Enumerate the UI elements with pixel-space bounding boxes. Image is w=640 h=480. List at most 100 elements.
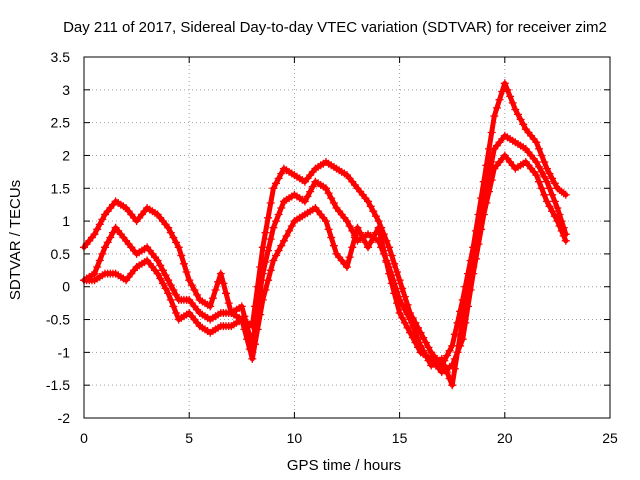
data-point-marker: [237, 315, 246, 324]
data-point-marker: [545, 184, 554, 193]
data-point-marker: [348, 243, 357, 252]
data-point-marker: [324, 189, 333, 198]
data-point-marker: [303, 192, 312, 201]
data-point-marker: [542, 164, 551, 173]
data-point-marker: [172, 309, 181, 317]
data-point-marker: [187, 281, 196, 290]
data-point-marker: [251, 340, 259, 349]
data-point-marker: [185, 276, 194, 285]
data-point-marker: [358, 233, 367, 242]
data-point-marker: [261, 258, 270, 267]
data-point-marker: [390, 289, 399, 298]
x-tick-label: 0: [80, 430, 88, 446]
x-tick-label: 10: [287, 430, 303, 446]
plot-frame: [83, 56, 611, 419]
data-point-marker: [93, 225, 102, 234]
data-point-marker: [256, 310, 265, 319]
data-point-marker: [258, 295, 267, 304]
data-point-marker: [253, 325, 262, 334]
data-point-marker: [537, 151, 546, 160]
data-point-marker: [371, 228, 380, 237]
data-point-marker: [272, 179, 280, 188]
y-tick-label: 0.5: [51, 246, 71, 262]
data-point-marker: [240, 325, 249, 334]
data-point-marker: [490, 112, 499, 121]
data-point-marker: [395, 276, 404, 285]
data-point-marker: [458, 335, 467, 344]
data-point-marker: [208, 294, 217, 303]
data-point-marker: [343, 263, 351, 271]
series-track-c: [80, 151, 570, 377]
data-point-marker: [393, 299, 401, 308]
data-point-marker: [498, 87, 507, 96]
data-point-marker: [190, 286, 199, 294]
y-tick-label: 0: [62, 279, 70, 295]
data-point-marker: [535, 162, 543, 171]
data-point-marker: [266, 199, 275, 207]
data-point-marker: [548, 174, 557, 183]
data-point-marker: [487, 158, 496, 166]
data-point-marker: [511, 105, 520, 114]
data-point-marker: [550, 212, 559, 221]
data-point-marker: [469, 269, 478, 278]
data-point-marker: [329, 241, 338, 250]
data-point-marker: [98, 215, 107, 224]
data-point-marker: [216, 269, 225, 278]
data-point-marker: [169, 233, 178, 242]
data-point-marker: [169, 286, 178, 294]
data-point-marker: [366, 202, 375, 211]
data-point-marker: [400, 292, 409, 301]
data-point-marker: [264, 213, 273, 222]
data-point-marker: [206, 302, 215, 311]
data-point-marker: [166, 228, 175, 237]
data-point-marker: [553, 217, 562, 226]
data-point-marker: [174, 243, 183, 252]
data-point-marker: [285, 226, 294, 235]
data-point-marker: [482, 199, 491, 207]
data-point-marker: [282, 231, 291, 240]
data-point-marker: [414, 343, 422, 352]
data-point-marker: [403, 323, 412, 332]
data-point-marker: [108, 228, 117, 237]
data-point-marker: [424, 343, 433, 352]
data-point-marker: [445, 346, 454, 355]
data-point-marker: [385, 243, 394, 252]
data-point-marker: [222, 289, 230, 298]
data-point-marker: [277, 241, 286, 250]
data-point-marker: [461, 318, 470, 327]
data-point-marker: [550, 179, 559, 188]
data-point-marker: [487, 128, 496, 137]
data-point-marker: [406, 328, 415, 337]
data-point-marker: [211, 286, 220, 294]
data-point-marker: [508, 98, 517, 107]
data-point-marker: [350, 233, 359, 242]
data-point-marker: [421, 338, 430, 347]
data-point-marker: [156, 274, 165, 283]
data-point-marker: [258, 243, 267, 252]
data-point-marker: [485, 187, 493, 196]
data-point-marker: [93, 263, 102, 271]
data-point-marker: [169, 302, 178, 311]
data-point-marker: [258, 269, 267, 278]
y-tick-label: 1: [62, 213, 70, 229]
data-point-marker: [371, 212, 380, 221]
data-point-marker: [471, 254, 480, 263]
data-point-marker: [495, 95, 504, 104]
data-point-marker: [153, 269, 162, 278]
y-tick-label: -1.5: [46, 377, 70, 393]
data-point-marker: [448, 381, 457, 390]
data-point-marker: [561, 190, 570, 199]
data-point-marker: [456, 341, 465, 350]
data-point-marker: [516, 115, 525, 124]
data-point-marker: [353, 223, 362, 232]
data-point-marker: [548, 207, 557, 216]
data-point-marker: [400, 318, 409, 327]
data-point-marker: [261, 286, 270, 294]
data-point-marker: [400, 305, 409, 314]
data-point-marker: [535, 144, 543, 153]
data-point-marker: [343, 217, 351, 226]
x-axis-label: GPS time / hours: [287, 457, 401, 474]
data-point-marker: [474, 240, 483, 249]
data-point-marker: [535, 177, 543, 186]
